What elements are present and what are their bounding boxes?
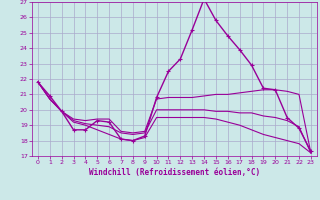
X-axis label: Windchill (Refroidissement éolien,°C): Windchill (Refroidissement éolien,°C) — [89, 168, 260, 177]
